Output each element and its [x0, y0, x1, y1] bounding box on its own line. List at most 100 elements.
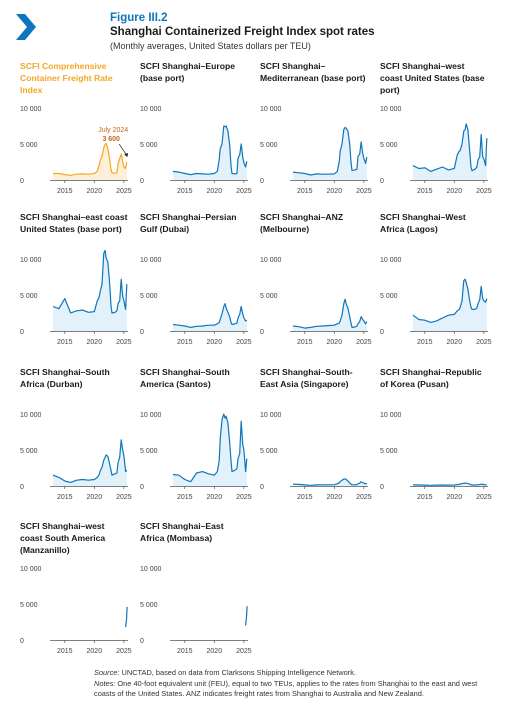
chart-panel-5: SCFI Shanghai–east coast United States (b…	[20, 212, 132, 346]
chart-title-line: SCFI Comprehensive	[20, 61, 107, 71]
y-tick-label: 0	[380, 484, 384, 491]
chart-title-line: SCFI Shanghai–East	[140, 521, 224, 531]
y-tick-label: 5 000	[260, 293, 278, 300]
y-tick-label: 0	[140, 178, 144, 185]
notes-text: One 40-foot equivalent unit (FEU), equal…	[94, 678, 478, 699]
x-tick-label: 2015	[57, 494, 73, 501]
x-tick-label: 2020	[207, 188, 223, 195]
x-tick-label: 2020	[327, 494, 343, 501]
series-area	[292, 127, 367, 180]
x-tick-label: 2025	[236, 494, 252, 501]
x-tick-label: 2020	[327, 339, 343, 346]
chart-title-line: Africa (Durban)	[20, 379, 83, 389]
x-tick-label: 2025	[356, 494, 372, 501]
x-tick-label: 2015	[177, 494, 193, 501]
series-area	[172, 126, 247, 180]
x-tick-label: 2015	[297, 188, 313, 195]
chart-title-line: SCFI Shanghai–east coast	[20, 212, 128, 222]
y-tick-label: 5 000	[20, 448, 38, 455]
chart-panel-8: SCFI Shanghai–West Africa (Lagos) 0 5 000 10…	[380, 212, 492, 346]
annotation-value: 3 600	[102, 136, 120, 143]
series-area	[172, 303, 247, 331]
y-tick-label: 5 000	[380, 142, 398, 149]
y-tick-label: 10 000	[20, 257, 42, 264]
chart-title-line: Africa (Lagos)	[380, 224, 438, 234]
chart-title-line: SCFI Shanghai–West	[380, 212, 466, 222]
x-tick-label: 2020	[87, 339, 103, 346]
chart-title-line: SCFI Shanghai–South	[140, 367, 230, 377]
chart-title-line: SCFI Shanghai–Persian	[140, 212, 236, 222]
series-line	[172, 413, 248, 483]
x-tick-label: 2015	[417, 339, 433, 346]
chart-title-line: SCFI Shanghai–west	[380, 61, 465, 71]
y-tick-label: 10 000	[140, 412, 162, 419]
y-tick-label: 5 000	[140, 602, 158, 609]
x-tick-label: 2015	[417, 494, 433, 501]
series-line	[412, 278, 488, 323]
chart-title-line: of Korea (Pusan)	[380, 379, 449, 389]
x-tick-label: 2020	[87, 494, 103, 501]
figure-subtitle: (Monthly averages, United States dollars…	[110, 41, 311, 51]
y-tick-label: 0	[140, 484, 144, 491]
series-line	[125, 606, 128, 628]
chart-title-line: Container Freight Rate	[20, 73, 113, 83]
y-tick-label: 5 000	[260, 448, 278, 455]
x-tick-label: 2025	[476, 494, 492, 501]
y-tick-label: 0	[260, 178, 264, 185]
x-tick-label: 2020	[207, 339, 223, 346]
x-tick-label: 2020	[447, 188, 463, 195]
series-line	[292, 126, 368, 176]
chevron-right-icon	[16, 14, 36, 40]
y-tick-label: 10 000	[260, 412, 282, 419]
source-label: Source:	[94, 668, 120, 677]
y-tick-label: 10 000	[20, 412, 42, 419]
x-tick-label: 2025	[476, 339, 492, 346]
chart-title-line: (Manzanillo)	[20, 545, 70, 555]
x-tick-label: 2015	[297, 494, 313, 501]
y-tick-label: 10 000	[140, 566, 162, 573]
series-line	[245, 606, 248, 626]
y-tick-label: 5 000	[20, 293, 38, 300]
chart-title-line: SCFI Shanghai–ANZ	[260, 212, 343, 222]
chart-title-line: Gulf (Dubai)	[140, 224, 189, 234]
chart-title-line: United States (base port)	[20, 224, 122, 234]
chart-panel-7: SCFI Shanghai–ANZ (Melbourne) 0 5 000 10 000…	[260, 212, 372, 346]
chart-panel-13: SCFI Shanghai–west coast South America (Ma…	[20, 521, 132, 655]
chart-panel-11: SCFI Shanghai–South- East Asia (Singapore…	[260, 367, 372, 501]
series-line	[52, 249, 128, 314]
x-tick-label: 2025	[236, 188, 252, 195]
x-tick-label: 2020	[447, 494, 463, 501]
series-line	[52, 439, 128, 483]
chart-title-line: SCFI Shanghai–Europe	[140, 61, 235, 71]
source-text: UNCTAD, based on data from Clarksons Shi…	[119, 668, 356, 677]
figure-label: Figure III.2	[110, 12, 168, 24]
y-tick-label: 10 000	[140, 106, 162, 113]
source-line: Source: UNCTAD, based on data from Clark…	[94, 668, 498, 679]
series-line	[412, 482, 487, 486]
y-tick-label: 0	[20, 178, 24, 185]
chart-panel-12: SCFI Shanghai–Republic of Korea (Pusan) 0 5…	[380, 367, 492, 501]
x-tick-label: 2025	[476, 188, 492, 195]
y-tick-label: 0	[380, 329, 384, 336]
y-tick-label: 0	[140, 329, 144, 336]
chart-title-line: Index	[20, 85, 43, 95]
series-area	[52, 439, 127, 486]
chart-title-line: Africa (Mombasa)	[140, 533, 212, 543]
chart-title-line: SCFI Shanghai–South-	[260, 367, 353, 377]
x-tick-label: 2020	[87, 188, 103, 195]
y-tick-label: 0	[20, 638, 24, 645]
x-tick-label: 2020	[207, 648, 223, 655]
figure-title: Shanghai Containerized Freight Index spo…	[110, 26, 375, 38]
y-tick-label: 0	[140, 638, 144, 645]
y-tick-label: 0	[20, 329, 24, 336]
chart-title-line: (base port)	[140, 73, 185, 83]
y-tick-label: 10 000	[380, 257, 402, 264]
chart-panel-6: SCFI Shanghai–Persian Gulf (Dubai) 0 5 000 1…	[140, 212, 252, 346]
y-tick-label: 10 000	[260, 106, 282, 113]
chart-panel-9: SCFI Shanghai–South Africa (Durban) 0 5 000…	[20, 367, 132, 501]
series-line	[53, 142, 128, 176]
series-line	[412, 123, 488, 172]
series-line	[292, 298, 368, 329]
y-tick-label: 5 000	[140, 293, 158, 300]
chart-title-line: SCFI Shanghai–Republic	[380, 367, 482, 377]
